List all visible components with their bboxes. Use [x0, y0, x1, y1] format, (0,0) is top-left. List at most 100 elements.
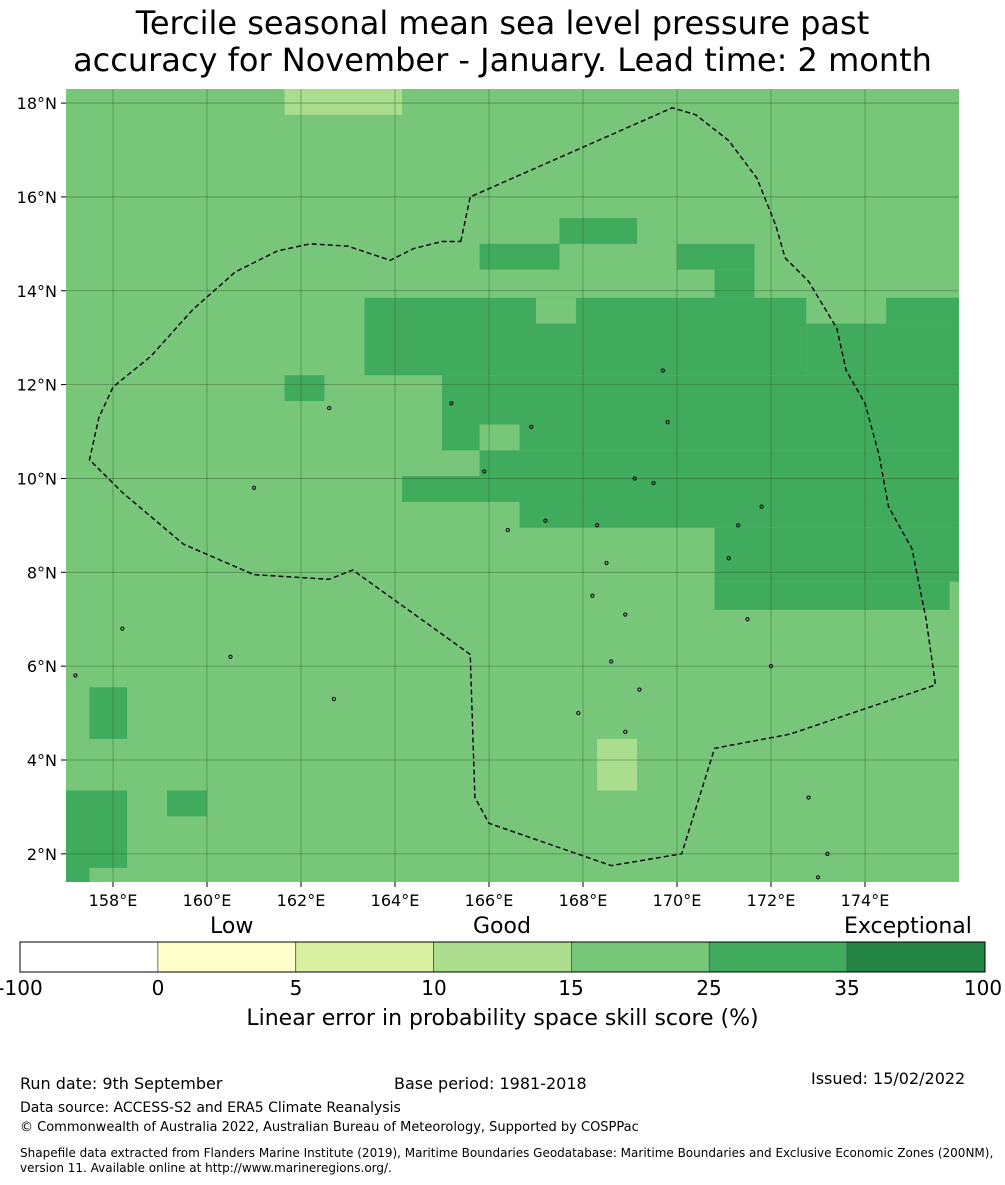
- colorbar-segment: [708, 941, 848, 973]
- lat-tick-label: 2°N: [27, 845, 57, 864]
- map-plot-area: [66, 89, 959, 882]
- colorbar-segment: [571, 941, 710, 973]
- skill-cell-25-35: [536, 297, 807, 376]
- colorbar-category-good: Good: [473, 914, 531, 939]
- colorbar-frame: [19, 941, 986, 973]
- colorbar-tick: 25: [696, 976, 722, 1000]
- lon-tick-label: 164°E: [371, 891, 420, 910]
- island-outline: [331, 696, 336, 702]
- lat-tick-label: 4°N: [27, 751, 57, 770]
- colorbar-segment: [19, 941, 159, 973]
- chart-title-line-2: accuracy for November - January. Lead ti…: [73, 41, 932, 79]
- island-outline: [327, 405, 332, 411]
- colorbar-segment: [295, 941, 434, 973]
- skill-cell-25-35: [402, 476, 959, 502]
- lon-tick-label: 160°E: [183, 891, 232, 910]
- island-outline: [251, 485, 257, 490]
- island-outline: [623, 612, 628, 617]
- island-outline: [449, 401, 454, 406]
- island-outline: [590, 593, 595, 598]
- island-outline: [759, 504, 764, 509]
- skill-cell-10-15: [597, 738, 638, 791]
- skill-cell-25-35: [714, 527, 959, 582]
- lat-tick-label: 6°N: [27, 657, 57, 676]
- copyright-notice: © Commonwealth of Australia 2022, Austra…: [20, 1120, 639, 1135]
- lon-tick-label: 174°E: [841, 891, 890, 910]
- lat-tick-label: 18°N: [17, 94, 57, 113]
- island-outline: [595, 523, 600, 528]
- skill-cell-25-35: [714, 581, 950, 610]
- island-outline: [815, 875, 821, 880]
- colorbar-tick: 0: [151, 976, 165, 1000]
- skill-cell-15-25: [479, 424, 520, 451]
- lat-tick-label: 16°N: [17, 188, 57, 207]
- island-outline: [576, 710, 581, 716]
- colorbar-tick: 5: [289, 976, 303, 1000]
- skill-cell-25-35: [284, 375, 325, 402]
- lat-tick-label: 8°N: [27, 563, 57, 582]
- island-outline: [482, 469, 487, 474]
- skill-cell-25-35: [364, 297, 536, 376]
- island-outline: [529, 424, 534, 429]
- island-outline: [768, 664, 774, 669]
- island-outline: [637, 687, 642, 692]
- skill-cell-25-35: [677, 243, 755, 270]
- colorbar-tick: -100: [0, 976, 43, 1000]
- island-outline: [228, 654, 233, 659]
- lon-tick-label: 162°E: [277, 891, 326, 910]
- island-outline: [632, 476, 637, 481]
- lat-tick-label: 12°N: [17, 376, 57, 395]
- island-outline: [73, 673, 78, 678]
- lon-tick-label: 168°E: [559, 891, 608, 910]
- skill-cell-25-35: [66, 867, 90, 882]
- shapefile-credit-line-2: version 11. Available online at http://w…: [20, 1161, 392, 1175]
- map-axes: 158°E 160°E 162°E 164°E 166°E 168°E 170°E 172°E…: [17, 94, 890, 910]
- colorbar-category-exceptional: Exceptional: [844, 914, 972, 939]
- skill-cell-25-35: [442, 375, 959, 451]
- eez-boundary: [88, 107, 937, 867]
- colorbar-tick: 100: [963, 976, 1003, 1000]
- skill-cell-25-35: [89, 687, 128, 739]
- skill-cell-10-15: [284, 89, 403, 115]
- colorbar-tick: 35: [834, 976, 860, 1000]
- skill-cell-25-35: [559, 218, 638, 244]
- skill-cell-25-35: [479, 450, 959, 477]
- skill-cell-25-35: [519, 501, 959, 528]
- base-period: Base period: 1981-2018: [394, 1074, 587, 1093]
- colorbar-segment: [157, 941, 297, 973]
- island-outline: [623, 729, 628, 734]
- skill-cell-25-35: [479, 243, 560, 270]
- island-outline: [543, 518, 548, 523]
- lon-tick-label: 158°E: [89, 891, 138, 910]
- skill-cell-25-35: [806, 323, 959, 376]
- skill-cell-25-35: [714, 269, 755, 298]
- colorbar-tick: 10: [421, 976, 447, 1000]
- colorbar-segment: [433, 941, 572, 973]
- island-outline: [120, 626, 125, 631]
- skill-cell-25-35: [886, 297, 959, 324]
- island-outline: [651, 481, 656, 486]
- skill-cell-15-25: [536, 297, 576, 324]
- skill-cell-25-35: [167, 790, 207, 817]
- colorbar-segment: [846, 941, 986, 973]
- lat-tick-label: 10°N: [17, 469, 57, 488]
- island-outline: [609, 659, 614, 664]
- lon-tick-label: 172°E: [747, 891, 796, 910]
- island-outline: [736, 523, 741, 528]
- run-date: Run date: 9th September: [20, 1074, 223, 1093]
- data-source: Data source: ACCESS-S2 and ERA5 Climate …: [20, 1100, 401, 1116]
- colorbar-category-low: Low: [210, 914, 254, 939]
- colorbar: [19, 941, 986, 973]
- island-outline: [604, 560, 609, 566]
- island-outline: [505, 527, 510, 533]
- island-outline: [745, 617, 750, 622]
- lon-tick-label: 170°E: [653, 891, 702, 910]
- island-outline: [665, 420, 670, 425]
- island-outline: [726, 556, 731, 561]
- shapefile-credit-line-1: Shapefile data extracted from Flanders M…: [20, 1146, 994, 1160]
- skill-cell-25-35: [66, 790, 128, 868]
- island-outline: [825, 851, 830, 856]
- colorbar-label: Linear error in probability space skill …: [246, 1006, 759, 1031]
- colorbar-tick: 15: [558, 976, 584, 1000]
